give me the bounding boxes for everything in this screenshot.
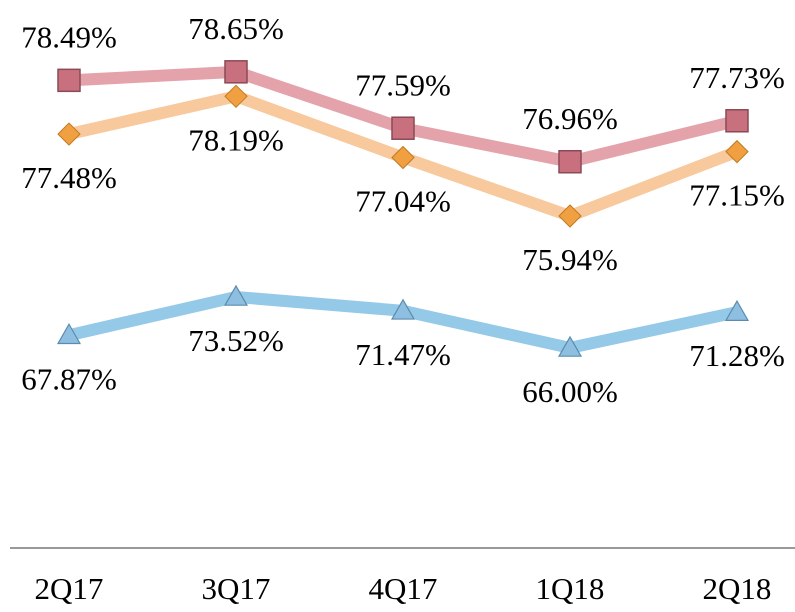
marker [56,323,82,345]
data-label: 77.59% [355,67,451,102]
marker [224,84,248,109]
marker [725,139,749,164]
data-label: 71.47% [355,337,451,372]
marker [724,299,750,321]
marker [57,122,81,146]
data-label: 78.65% [188,11,284,46]
data-label: 73.52% [188,323,284,358]
x-tick-label: 4Q17 [369,571,438,606]
marker [557,335,583,357]
marker [558,204,582,228]
marker [725,109,749,133]
data-label: 66.00% [522,374,618,409]
marker [57,68,81,93]
data-label: 77.73% [689,60,785,95]
data-label: 78.19% [188,122,284,157]
data-label: 77.04% [355,184,451,219]
x-tick-label: 1Q18 [536,571,605,606]
marker [224,60,248,84]
marker [223,284,249,306]
data-label: 76.96% [522,101,618,136]
marker [391,116,415,140]
marker [390,298,416,320]
data-label: 67.87% [21,361,117,396]
marker [558,149,582,174]
data-label: 75.94% [522,242,618,277]
data-label: 71.28% [689,338,785,373]
marker [391,145,415,170]
data-label: 77.48% [21,160,117,195]
data-label: 77.15% [689,178,785,213]
data-label: 78.49% [21,19,117,54]
x-tick-label: 2Q17 [35,571,104,606]
x-tick-label: 3Q17 [202,571,271,606]
x-tick-label: 2Q18 [703,571,772,606]
